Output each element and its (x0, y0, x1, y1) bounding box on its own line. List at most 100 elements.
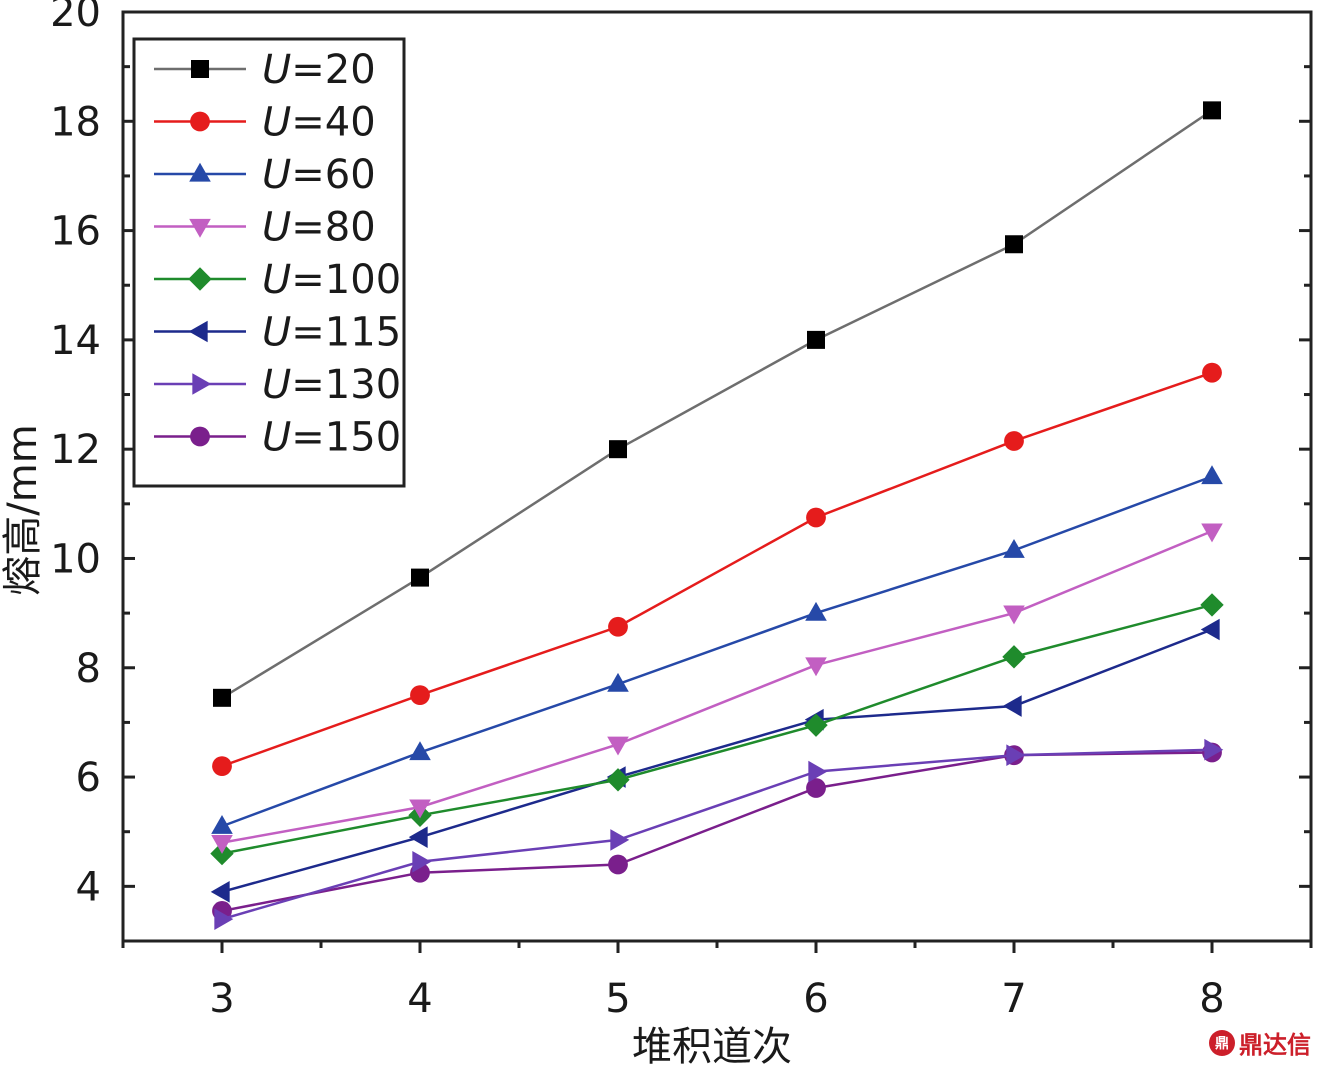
series-U-60 (211, 465, 1223, 834)
series-line (221, 475, 1213, 828)
series-U-40 (212, 362, 1222, 777)
data-point-triangle-down (211, 834, 233, 854)
data-point-triangle-down (607, 736, 629, 756)
data-point-triangle-right (214, 908, 234, 930)
y-tick-label: 8 (76, 646, 101, 692)
axes: 4 6 8 10 12 14 16 18 20 3 4 5 6 7 8 (50, 0, 1313, 1022)
series-line (221, 751, 1213, 913)
legend-label-variable: U (262, 415, 291, 461)
legend-label-value: =150 (291, 415, 401, 461)
watermark-text: 鼎达信 (1239, 1031, 1311, 1059)
series-line (221, 603, 1213, 855)
data-point-triangle-up (189, 162, 211, 182)
legend-label: U=40 (262, 100, 376, 146)
data-point-square (411, 568, 429, 587)
data-point-triangle-up (607, 672, 629, 692)
data-point-circle (212, 756, 232, 777)
series-U-20 (213, 101, 1221, 707)
data-point-triangle-left (188, 320, 208, 343)
data-point-diamond (1002, 645, 1026, 669)
data-point-diamond (188, 267, 212, 291)
data-point-triangle-down (189, 218, 211, 238)
watermark-logo: 鼎 鼎达信 (1209, 1025, 1311, 1060)
legend-item: U=115 (154, 310, 401, 356)
legend-label: U=80 (262, 205, 376, 251)
legend-item: U=100 (154, 257, 401, 303)
legend-item: U=20 (154, 47, 376, 93)
legend-label: U=115 (262, 310, 401, 356)
data-point-circle (410, 685, 430, 705)
legend-label-value: =20 (291, 47, 375, 93)
data-point-triangle-up (1201, 465, 1223, 485)
data-point-triangle-down (1201, 523, 1223, 543)
data-point-diamond (1200, 593, 1224, 617)
x-tick-label: 7 (1001, 976, 1026, 1022)
data-point-diamond (804, 713, 828, 737)
y-tick-label: 18 (50, 99, 101, 145)
data-point-circle (806, 507, 826, 528)
series-line (221, 529, 1213, 844)
legend-label-variable: U (262, 257, 291, 303)
y-tick-label: 12 (50, 427, 101, 473)
data-point-triangle-up (409, 741, 431, 761)
legend-label-value: =80 (291, 205, 375, 251)
data-point-triangle-right (1006, 744, 1026, 766)
x-tick-label: 4 (407, 976, 432, 1022)
data-point-circle (608, 854, 628, 875)
series-line (221, 628, 1213, 894)
data-point-circle (1202, 362, 1222, 383)
data-point-circle (806, 778, 826, 798)
y-tick-label: 16 (50, 209, 101, 255)
legend-label-variable: U (262, 205, 291, 251)
legend-label-variable: U (262, 47, 291, 93)
data-point-triangle-down (1003, 605, 1025, 625)
series-U-130 (214, 738, 1224, 930)
data-point-square (1005, 235, 1023, 254)
series-line (221, 371, 1213, 768)
legend-label-variable: U (262, 100, 291, 146)
data-point-triangle-left (210, 881, 230, 903)
legend-label-variable: U (262, 362, 291, 408)
data-point-square (807, 330, 825, 349)
data-point-square (191, 60, 209, 78)
x-axis-title: 堆积道次 (632, 1024, 792, 1068)
x-tick-label: 6 (803, 976, 828, 1022)
legend-item: U=60 (154, 152, 376, 198)
legend-label: U=150 (262, 415, 401, 461)
legend-item: U=80 (154, 205, 376, 251)
legend-label: U=100 (262, 257, 401, 303)
legend-item: U=40 (154, 100, 376, 146)
data-point-circle (1004, 431, 1024, 451)
data-point-triangle-right (412, 850, 432, 873)
data-point-diamond (606, 768, 630, 792)
y-tick-label: 20 (50, 0, 101, 36)
y-tick-label: 6 (76, 755, 101, 801)
x-tick-label: 3 (209, 976, 234, 1022)
data-point-triangle-up (1003, 539, 1025, 558)
data-point-triangle-down (805, 657, 827, 677)
legend-box (132, 37, 406, 488)
legend-label-value: =130 (291, 362, 401, 408)
data-point-triangle-left (1200, 618, 1220, 641)
data-point-triangle-up (805, 601, 827, 621)
y-tick-label: 4 (76, 864, 101, 910)
data-point-square (213, 688, 231, 707)
series-line (221, 109, 1213, 699)
series-layer (210, 101, 1224, 930)
legend-item: U=150 (154, 415, 401, 461)
legend-label-variable: U (262, 310, 291, 356)
series-line (221, 748, 1213, 921)
x-tick-label: 8 (1199, 976, 1224, 1022)
legend-item: U=130 (154, 362, 401, 408)
y-tick-label: 10 (50, 536, 101, 582)
series-U-115 (210, 618, 1220, 903)
legend-label: U=20 (262, 47, 376, 93)
series-U-150 (212, 742, 1222, 921)
data-point-triangle-right (610, 829, 630, 851)
legend-label-variable: U (262, 152, 291, 198)
data-point-circle (608, 616, 628, 637)
legend-label-value: =40 (291, 100, 375, 146)
series-U-80 (211, 523, 1223, 854)
